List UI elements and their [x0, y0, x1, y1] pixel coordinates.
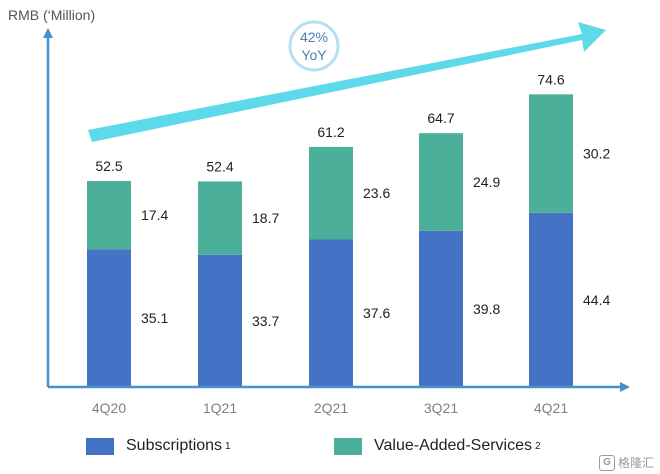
value-label-value-added-services-1q21: 18.7 — [252, 210, 279, 226]
bar-value-added-services-4q21 — [529, 94, 573, 213]
total-label-4q20: 52.5 — [95, 158, 122, 174]
legend-footnote-subscriptions: 1 — [225, 440, 231, 452]
watermark-logo-icon: G — [598, 454, 615, 471]
trend-arrow-shape — [88, 22, 606, 142]
legend-footnote-value-added-services: 2 — [535, 440, 541, 452]
value-label-value-added-services-2q21: 23.6 — [363, 185, 390, 201]
value-label-subscriptions-2q21: 37.6 — [363, 305, 390, 321]
legend-swatch-subscriptions — [86, 437, 114, 455]
y-axis-label: RMB (‘Million) — [8, 7, 95, 23]
value-label-value-added-services-4q20: 17.4 — [141, 207, 168, 223]
bar-subscriptions-4q20 — [87, 249, 131, 387]
bar-value-added-services-1q21 — [198, 181, 242, 255]
total-label-1q21: 52.4 — [206, 158, 233, 174]
value-label-subscriptions-4q20: 35.1 — [141, 310, 168, 326]
legend-swatch-value-added-services — [334, 437, 362, 455]
legend-value-added-services: Value-Added-Services 2 — [334, 437, 541, 455]
x-tick-label-4q21: 4Q21 — [534, 400, 568, 416]
yoy-badge-label: YoY — [301, 47, 327, 63]
bar-value-added-services-2q21 — [309, 146, 353, 240]
value-label-subscriptions-1q21: 33.7 — [252, 313, 279, 329]
bar-value-added-services-4q20 — [87, 181, 131, 250]
x-tick-label-1q21: 1Q21 — [203, 400, 237, 416]
x-tick-label-4q20: 4Q20 — [92, 400, 126, 416]
bar-subscriptions-3q21 — [419, 230, 463, 387]
total-label-2q21: 61.2 — [317, 124, 344, 140]
bar-value-added-services-3q21 — [419, 133, 463, 231]
legend-label-value-added-services: Value-Added-Services — [374, 437, 533, 454]
watermark: G 格隆汇 — [598, 454, 654, 471]
bar-subscriptions-2q21 — [309, 239, 353, 387]
legend-label-subscriptions: Subscriptions — [126, 437, 223, 454]
total-label-3q21: 64.7 — [427, 110, 454, 126]
legend-subscriptions: Subscriptions 1 — [86, 437, 231, 455]
total-label-4q21: 74.6 — [537, 71, 564, 87]
x-tick-label-3q21: 3Q21 — [424, 400, 458, 416]
trend-arrow — [88, 22, 606, 142]
yoy-badge: 42% YoY — [288, 20, 340, 72]
value-label-subscriptions-3q21: 39.8 — [473, 301, 500, 317]
yoy-badge-percent: 42% — [300, 29, 328, 45]
watermark-text: 格隆汇 — [617, 456, 654, 470]
value-label-value-added-services-3q21: 24.9 — [473, 174, 500, 190]
value-label-value-added-services-4q21: 30.2 — [583, 146, 610, 162]
x-tick-label-2q21: 2Q21 — [314, 400, 348, 416]
value-label-subscriptions-4q21: 44.4 — [583, 292, 610, 308]
bar-subscriptions-4q21 — [529, 212, 573, 387]
bar-subscriptions-1q21 — [198, 254, 242, 387]
